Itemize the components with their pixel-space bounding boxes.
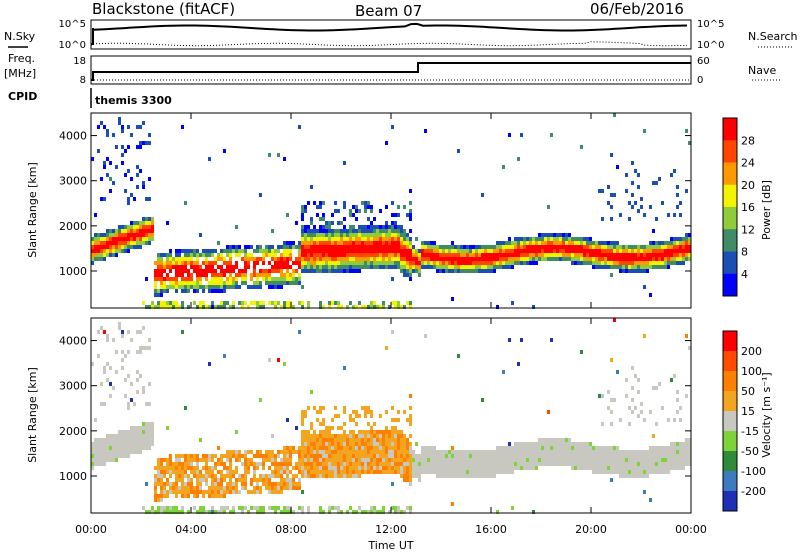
colorbar-segment	[723, 491, 737, 512]
power-data	[91, 113, 691, 309]
date-title: 06/Feb/2016	[590, 0, 684, 18]
colorbar-tick-label: 24	[741, 157, 755, 170]
power-panel: 4000 3000 2000 1000 Slant Range [km] 28 24 20…	[26, 112, 773, 309]
freq-label: Freq.	[8, 52, 35, 65]
time-tick-label: 16:00	[475, 523, 507, 536]
power-colorbar-label: Power [dB]	[760, 180, 773, 240]
time-tick-label: 04:00	[175, 523, 207, 536]
colorbar-tick-label: -15	[741, 425, 759, 438]
xaxis-label: Time UT	[367, 539, 413, 552]
colorbar-segment	[723, 431, 737, 452]
range-tick-label: 2000	[59, 220, 87, 233]
colorbar-segment	[723, 118, 737, 141]
power-ylabel: Slant Range [km]	[26, 162, 39, 258]
freq-tick-bottom: 8	[80, 75, 86, 86]
velocity-ylabel: Slant Range [km]	[26, 367, 39, 463]
range-tick-label: 1000	[59, 265, 87, 278]
nsky-label: N.Sky	[4, 30, 36, 43]
nave-label: Nave	[748, 64, 776, 77]
time-tick-label: 00:00	[675, 523, 707, 536]
colorbar-segment	[723, 371, 737, 392]
colorbar-tick-label: -100	[741, 465, 766, 478]
velocity-colorbar-label: Velocity [m s⁻¹]	[760, 372, 773, 457]
colorbar-tick-label: 100	[741, 365, 762, 378]
freq-panel: 18 8 60 0 Freq. [MHz] Nave	[4, 52, 782, 86]
colorbar-tick-label: 4	[741, 268, 748, 281]
colorbar-tick-label: 15	[741, 405, 755, 418]
velocity-colorbar: 200 100 50 15 -15 -50 -100 -200	[722, 330, 766, 512]
colorbar-segment	[723, 207, 737, 230]
velocity-panel: 4000 3000 2000 1000 Slant Range [km] 200 100…	[26, 317, 773, 514]
time-tick-label: 00:00	[75, 523, 107, 536]
nsky-tick-top: 10^5	[59, 19, 86, 30]
colorbar-tick-label: 16	[741, 201, 755, 214]
range-tick-label: 4000	[59, 130, 87, 143]
range-tick-label: 1000	[59, 470, 87, 483]
cpid-value: themis 3300	[95, 94, 172, 107]
range-tick-label: 4000	[59, 335, 87, 348]
colorbar-segment	[723, 451, 737, 472]
colorbar-tick-label: -200	[741, 485, 766, 498]
colorbar-segment	[723, 229, 737, 252]
colorbar-tick-label: 12	[741, 223, 755, 236]
nsearch-tick-bottom: 10^0	[697, 40, 724, 51]
time-tick-label: 12:00	[375, 523, 407, 536]
nsearch-label: N.Search	[748, 30, 798, 43]
nsky-panel: 10^5 10^0 10^5 10^0 N.Sky N.Search	[4, 19, 798, 51]
nsky-tick-bottom: 10^0	[59, 40, 86, 51]
colorbar-segment	[723, 251, 737, 275]
freq-trace	[91, 62, 691, 81]
colorbar-segment	[723, 273, 737, 297]
range-tick-label: 3000	[59, 380, 87, 393]
nsearch-trace	[90, 41, 688, 47]
colorbar-segment	[723, 162, 737, 186]
colorbar-tick-label: 200	[741, 345, 762, 358]
nsky-trace	[91, 22, 688, 45]
cpid-row: CPID themis 3300	[8, 88, 172, 108]
colorbar-segment	[723, 411, 737, 432]
colorbar-segment	[723, 471, 737, 492]
colorbar-tick-label: 20	[741, 179, 755, 192]
colorbar-segment	[723, 351, 737, 372]
time-tick-label: 08:00	[275, 523, 307, 536]
range-tick-label: 2000	[59, 425, 87, 438]
colorbar-segment	[723, 184, 737, 208]
station-title: Blackstone (fitACF)	[92, 0, 235, 18]
freq-unit: [MHz]	[4, 67, 36, 80]
velocity-data	[91, 318, 691, 514]
colorbar-tick-label: -50	[741, 445, 759, 458]
time-axis: 00:00 04:00 08:00 12:00 16:00 20:00 00:00	[75, 113, 707, 536]
colorbar-segment	[723, 140, 737, 163]
time-tick-label: 20:00	[575, 523, 607, 536]
colorbar-segment	[723, 391, 737, 412]
colorbar-segment	[723, 331, 737, 352]
colorbar-tick-label: 8	[741, 246, 748, 259]
nsearch-tick-top: 10^5	[697, 19, 724, 30]
colorbar-tick-label: 50	[741, 385, 755, 398]
nave-tick-bottom: 0	[697, 75, 703, 86]
nave-tick-top: 60	[697, 56, 710, 67]
cpid-label: CPID	[8, 90, 37, 103]
range-tick-label: 3000	[59, 175, 87, 188]
freq-tick-top: 18	[73, 56, 86, 67]
colorbar-tick-label: 28	[741, 134, 755, 147]
beam-title: Beam 07	[355, 2, 422, 20]
power-colorbar: 28 24 20 16 12 8 4	[722, 117, 755, 297]
